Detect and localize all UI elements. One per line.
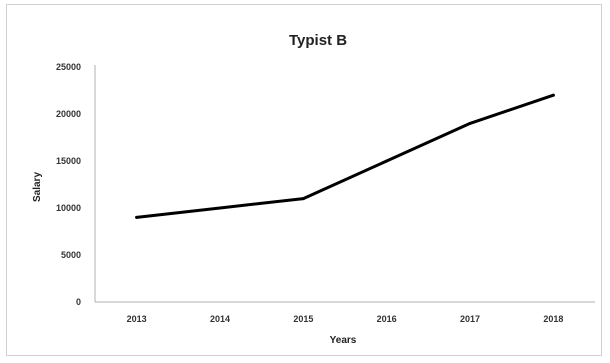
x-tick-label: 2016 — [377, 314, 397, 324]
series-line — [135, 93, 555, 219]
data-point — [218, 206, 222, 210]
series-layer — [135, 93, 555, 219]
x-axis-label: Years — [330, 335, 357, 346]
y-tick-label: 15000 — [56, 156, 81, 166]
x-tick-label: 2013 — [127, 314, 147, 324]
y-tick-label: 10000 — [56, 203, 81, 213]
x-tick-label: 2018 — [543, 314, 563, 324]
data-point — [468, 121, 472, 125]
x-tick-labels: 2013 2014 2015 2016 2017 2018 — [127, 314, 564, 324]
y-tick-label: 25000 — [56, 62, 81, 72]
y-tick-labels: 0 5000 10000 15000 20000 25000 — [56, 62, 81, 307]
chart-title: Typist B — [289, 32, 347, 49]
x-tick-label: 2017 — [460, 314, 480, 324]
y-tick-label: 20000 — [56, 109, 81, 119]
y-tick-label: 0 — [76, 297, 81, 307]
y-axis-label: Salary — [32, 172, 43, 202]
data-point — [135, 215, 139, 219]
data-point — [551, 93, 555, 97]
x-tick-label: 2015 — [293, 314, 313, 324]
data-point — [385, 159, 389, 163]
chart-frame — [6, 4, 602, 356]
x-tick-label: 2014 — [210, 314, 230, 324]
y-tick-label: 5000 — [61, 250, 81, 260]
data-point — [301, 197, 305, 201]
